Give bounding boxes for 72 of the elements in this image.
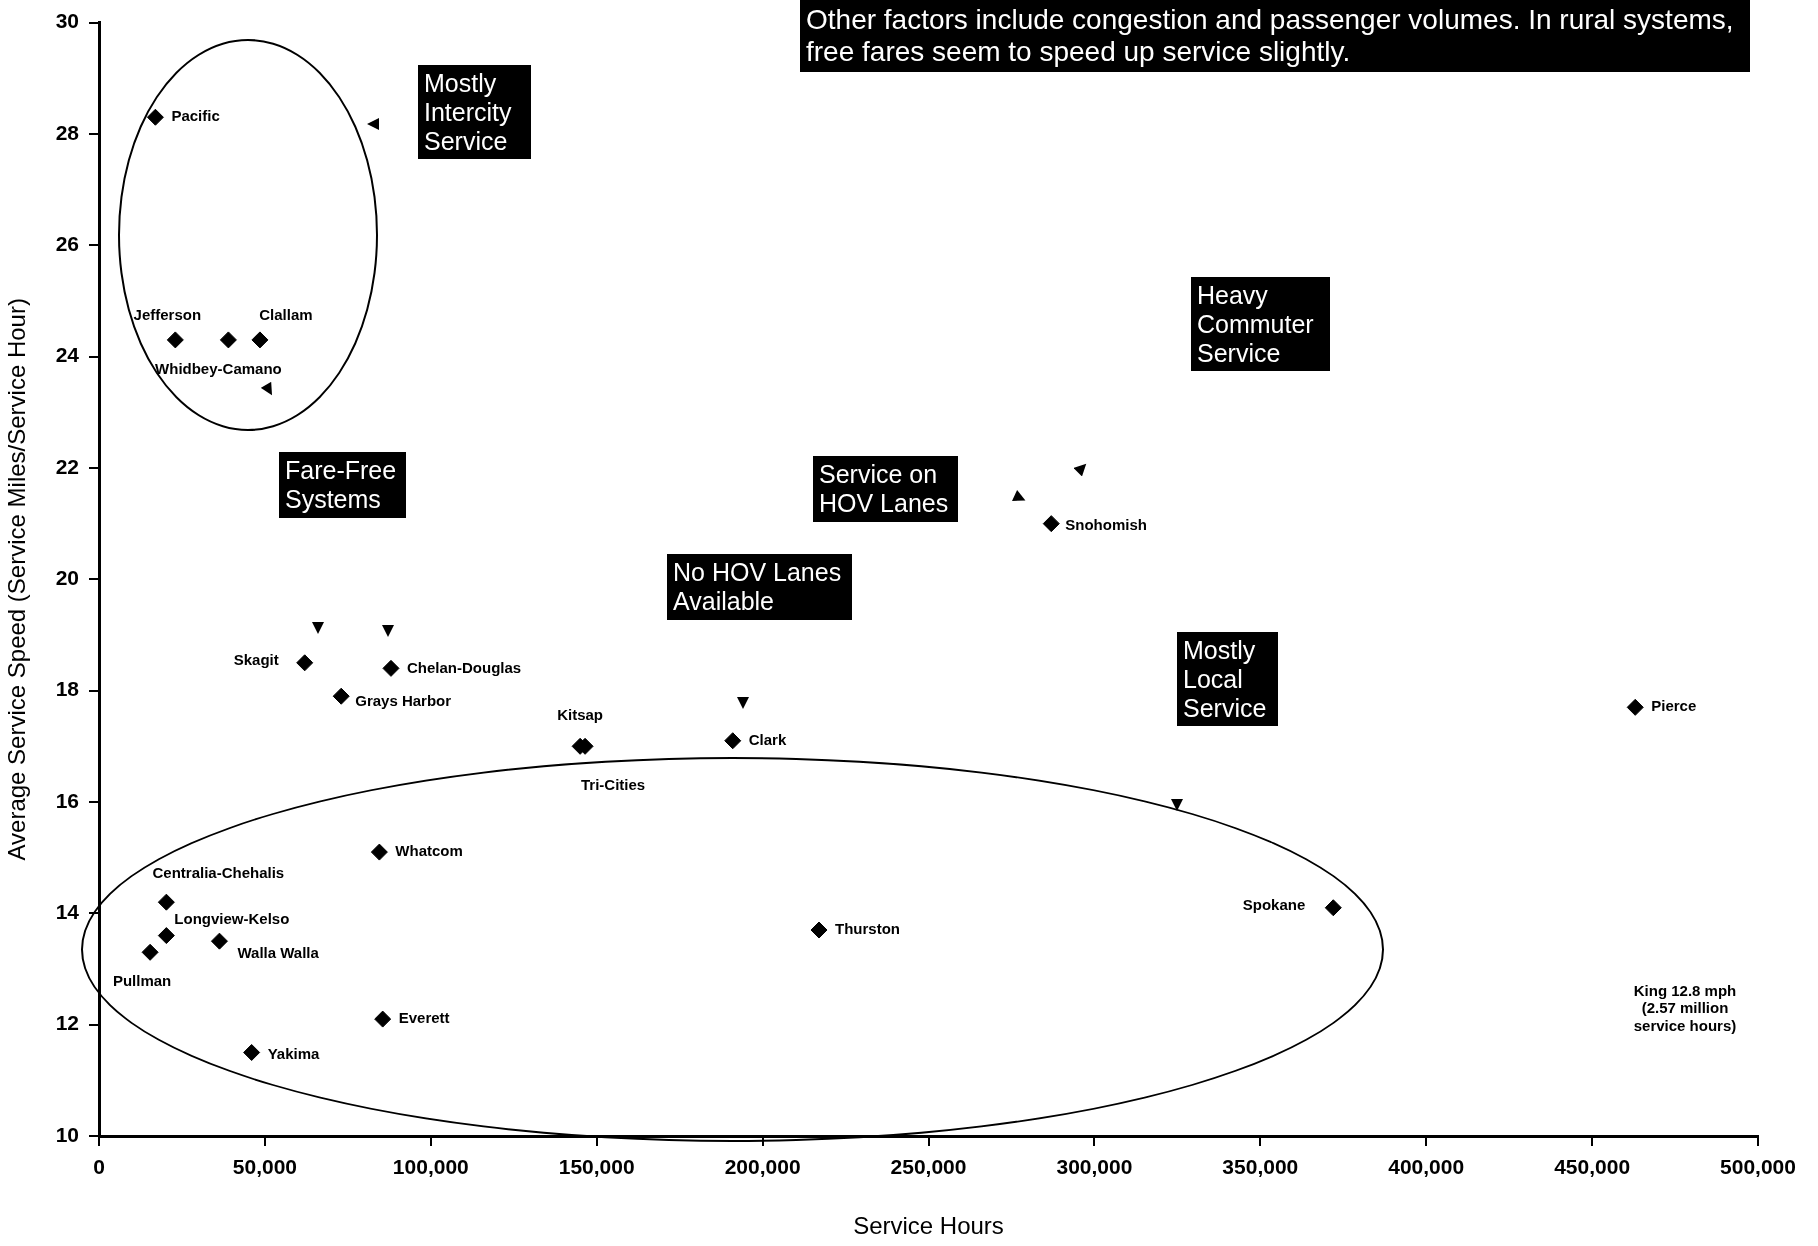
x-axis-title: Service Hours bbox=[853, 1212, 1004, 1240]
series-label: Longview-Kelso bbox=[174, 909, 290, 927]
series-label: Jefferson bbox=[133, 306, 202, 324]
x-tick-label: 200,000 bbox=[724, 1155, 801, 1179]
point bbox=[1324, 899, 1342, 917]
x-tick-label: 0 bbox=[93, 1155, 105, 1179]
point bbox=[370, 843, 388, 861]
point bbox=[146, 108, 164, 126]
series-label: Tri-Cities bbox=[580, 776, 646, 794]
series-label: Grays Harbor bbox=[355, 692, 452, 710]
series-label: Chelan-Douglas bbox=[406, 658, 522, 676]
point bbox=[219, 331, 237, 349]
y-tick-label: 10 bbox=[55, 1122, 79, 1146]
y-tick-label: 26 bbox=[55, 232, 79, 256]
annotation: Mostly Local Service bbox=[1177, 632, 1278, 727]
y-tick-label: 14 bbox=[55, 900, 80, 924]
annotation: No HOV Lanes Available bbox=[667, 554, 852, 620]
y-tick-label: 30 bbox=[55, 9, 79, 33]
series-label: Skagit bbox=[233, 650, 279, 668]
series-label: Clallam bbox=[259, 306, 313, 324]
series-label: Pullman bbox=[112, 972, 172, 990]
x-tick-label: 50,000 bbox=[232, 1155, 298, 1179]
series-label: Pacific bbox=[171, 107, 220, 125]
y-axis-title: Average Service Speed (Service Miles/Service Hour) bbox=[3, 298, 31, 861]
x-tick-label: 500,000 bbox=[1720, 1155, 1796, 1179]
point bbox=[296, 654, 314, 672]
series-label: Everett bbox=[398, 1009, 450, 1027]
point bbox=[382, 659, 400, 677]
x-tick-label: 350,000 bbox=[1222, 1155, 1299, 1179]
series-label: Yakima bbox=[267, 1044, 320, 1062]
x-tick-label: 150,000 bbox=[558, 1155, 635, 1179]
annotation: Service on HOV Lanes bbox=[813, 456, 958, 522]
series-label: Centralia-Chehalis bbox=[152, 864, 285, 882]
point bbox=[724, 732, 742, 750]
y-tick-label: 18 bbox=[55, 677, 80, 701]
annotation: Heavy Commuter Service bbox=[1191, 277, 1330, 372]
point bbox=[243, 1043, 261, 1061]
annotation: King 12.8 mph (2.57 million service hours) bbox=[1632, 982, 1738, 1034]
series-label: Snohomish bbox=[1065, 515, 1147, 533]
y-tick-label: 28 bbox=[55, 120, 80, 144]
y-tick-label: 22 bbox=[55, 454, 79, 478]
point bbox=[166, 331, 184, 349]
point bbox=[141, 943, 159, 961]
y-tick-label: 24 bbox=[55, 343, 80, 367]
series-label: Whidbey-Camano bbox=[155, 360, 282, 378]
series-label: Kitsap bbox=[557, 706, 604, 724]
point bbox=[332, 687, 350, 705]
y-tick-label: 20 bbox=[55, 566, 79, 590]
point bbox=[1626, 698, 1644, 716]
x-tick-label: 300,000 bbox=[1056, 1155, 1133, 1179]
x-tick-label: 450,000 bbox=[1554, 1155, 1631, 1179]
point bbox=[1042, 515, 1060, 533]
series-label: Pierce bbox=[1651, 697, 1697, 715]
annotation: Mostly Intercity Service bbox=[418, 65, 531, 160]
point bbox=[251, 331, 269, 349]
point bbox=[810, 921, 828, 939]
y-tick-label: 16 bbox=[55, 788, 79, 812]
x-tick-label: 100,000 bbox=[392, 1155, 469, 1179]
y-tick-label: 12 bbox=[55, 1011, 79, 1035]
series-label: Thurston bbox=[835, 920, 901, 938]
point bbox=[157, 893, 175, 911]
series-label: Clark bbox=[748, 730, 787, 748]
point bbox=[374, 1010, 392, 1028]
series-label: Walla Walla bbox=[237, 944, 320, 962]
series-label: Spokane bbox=[1242, 895, 1306, 913]
annotation: Other factors include congestion and passenger volumes. In rural systems, free fares seem to speed up service slightly. bbox=[800, 0, 1750, 73]
series-label: Whatcom bbox=[395, 842, 463, 860]
annotation: Fare-Free Systems bbox=[279, 452, 406, 518]
point bbox=[157, 927, 175, 945]
x-tick-label: 400,000 bbox=[1388, 1155, 1465, 1179]
point bbox=[210, 932, 228, 950]
x-tick-label: 250,000 bbox=[890, 1155, 967, 1179]
